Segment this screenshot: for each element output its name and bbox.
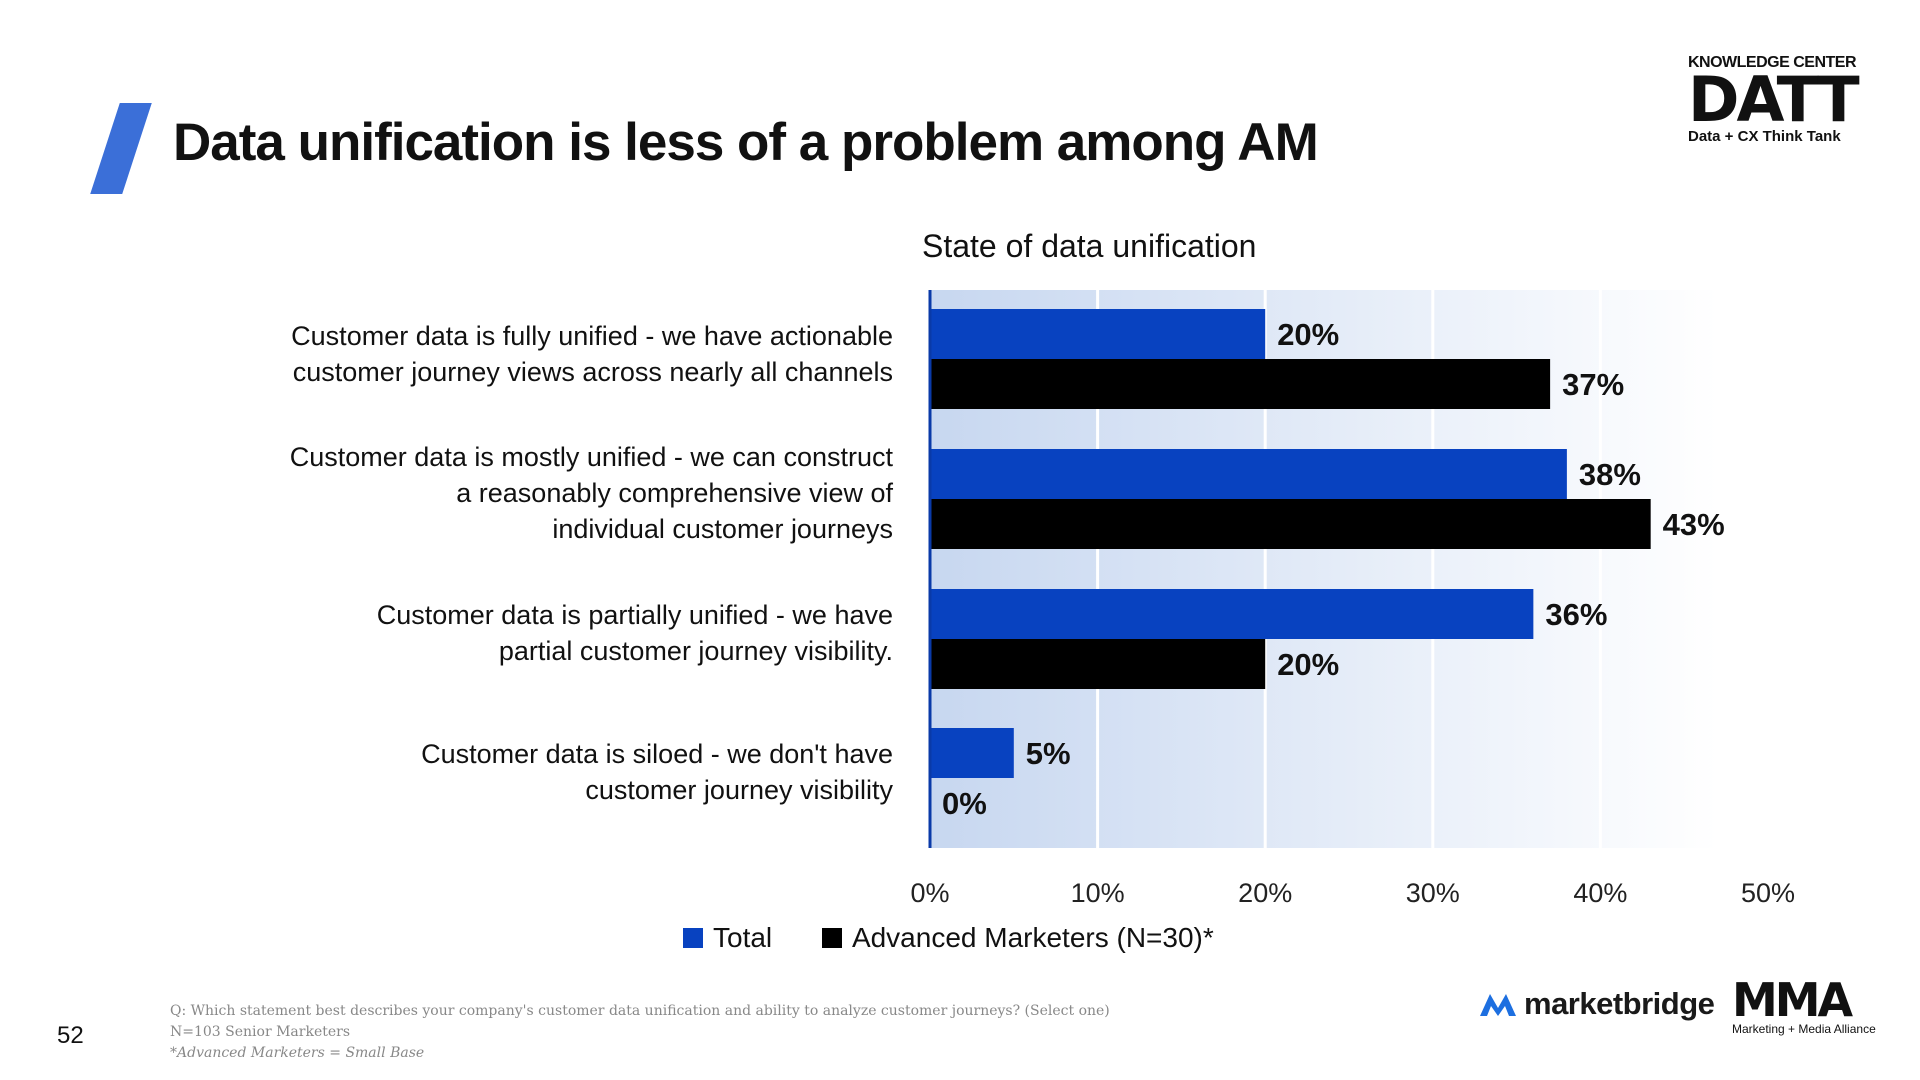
category-label-fully-unified: Customer data is fully unified - we have… (213, 318, 893, 390)
x-tick-label: 30% (1406, 878, 1460, 908)
marketbridge-logo: marketbridge (1478, 986, 1715, 1022)
legend-swatch-total (683, 928, 703, 948)
bar-total (930, 728, 1014, 778)
data-label-total: 5% (1026, 736, 1071, 771)
bar-total (930, 449, 1567, 499)
data-label-advanced: 37% (1562, 367, 1624, 402)
data-label-advanced: 43% (1663, 507, 1725, 542)
category-label-line: Customer data is siloed - we don't have (421, 739, 893, 769)
category-label-line: partial customer journey visibility. (498, 636, 893, 666)
legend: Total Advanced Marketers (N=30)* (683, 922, 1256, 955)
marketbridge-m-icon (1480, 994, 1516, 1016)
data-label-advanced: 0% (942, 786, 987, 821)
data-label-advanced: 20% (1277, 647, 1339, 682)
data-label-total: 20% (1277, 317, 1339, 352)
footnote-note: *Advanced Marketers = Small Base (170, 1045, 425, 1061)
x-tick-label: 0% (910, 878, 949, 908)
category-label-line: customer journey visibility (585, 775, 893, 805)
data-label-total: 38% (1579, 457, 1641, 492)
footnote: Q: Which statement best describes your c… (170, 1001, 1110, 1064)
category-label-line: Customer data is partially unified - we … (376, 600, 893, 630)
category-label-line: a reasonably comprehensive view of (456, 478, 893, 508)
legend-item-advanced: Advanced Marketers (N=30)* (821, 922, 1214, 954)
category-label-line: Customer data is mostly unified - we can… (289, 442, 893, 472)
category-label-partially-unified: Customer data is partially unified - we … (213, 597, 893, 669)
category-label-line: customer journey views across nearly all… (292, 357, 893, 387)
bar-total (930, 589, 1534, 639)
x-tick-label: 50% (1741, 878, 1795, 908)
category-label-siloed: Customer data is siloed - we don't have … (213, 736, 893, 808)
mma-logo-wordmark: MMA (1732, 973, 1853, 1027)
bar-advanced (930, 639, 1266, 689)
page-number: 52 (57, 1022, 84, 1049)
marketbridge-wordmark: marketbridge (1524, 986, 1715, 1021)
category-label-line: Customer data is fully unified - we have… (291, 321, 893, 351)
x-tick-label: 10% (1071, 878, 1125, 908)
bar-advanced (930, 499, 1651, 549)
datt-logo: KNOWLEDGE CENTER DATT Data + CX Think Ta… (1688, 54, 1888, 145)
page-title: Data unification is less of a problem am… (173, 113, 1319, 172)
legend-item-total: Total (683, 922, 772, 954)
category-label-line: individual customer journeys (552, 514, 893, 544)
datt-logo-sub: Data + CX Think Tank (1688, 128, 1841, 145)
mma-logo: MMA Marketing + Media Alliance (1732, 973, 1876, 1036)
datt-logo-wordmark: DATT (1688, 63, 1860, 136)
bars (930, 309, 1651, 778)
chart-title: State of data unification (922, 228, 1257, 264)
x-tick-label: 40% (1573, 878, 1627, 908)
bar-total (930, 309, 1266, 359)
datt-logo-top: KNOWLEDGE CENTER (1688, 54, 1857, 71)
legend-label-advanced: Advanced Marketers (N=30)* (851, 922, 1214, 953)
bar-advanced (930, 359, 1551, 409)
x-tick-labels: 0% 10% 20% 30% 40% 50% (910, 878, 1795, 908)
legend-label-total: Total (713, 922, 773, 953)
data-labels: 20% 37% 38% 43% 36% 20% 5% 0% (942, 317, 1725, 821)
mma-logo-sub: Marketing + Media Alliance (1732, 1022, 1876, 1036)
data-label-total: 36% (1545, 597, 1607, 632)
footnote-question: Q: Which statement best describes your c… (170, 1003, 1110, 1019)
legend-swatch-advanced (821, 928, 842, 948)
footnote-base: N=103 Senior Marketers (170, 1024, 351, 1040)
x-tick-label: 20% (1238, 878, 1292, 908)
category-label-mostly-unified: Customer data is mostly unified - we can… (213, 439, 893, 547)
